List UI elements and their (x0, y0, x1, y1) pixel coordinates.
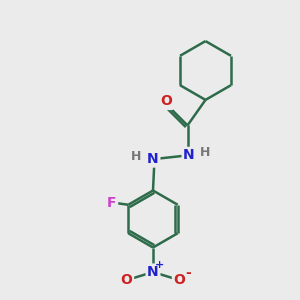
Text: H: H (131, 150, 142, 163)
Text: O: O (173, 273, 185, 286)
Text: +: + (155, 260, 164, 271)
Text: H: H (200, 146, 210, 160)
Text: F: F (107, 196, 117, 210)
Text: O: O (121, 273, 133, 286)
Text: N: N (147, 152, 159, 166)
Text: O: O (160, 94, 172, 108)
Text: N: N (147, 265, 159, 279)
Text: -: - (185, 266, 191, 280)
Text: N: N (183, 148, 195, 162)
